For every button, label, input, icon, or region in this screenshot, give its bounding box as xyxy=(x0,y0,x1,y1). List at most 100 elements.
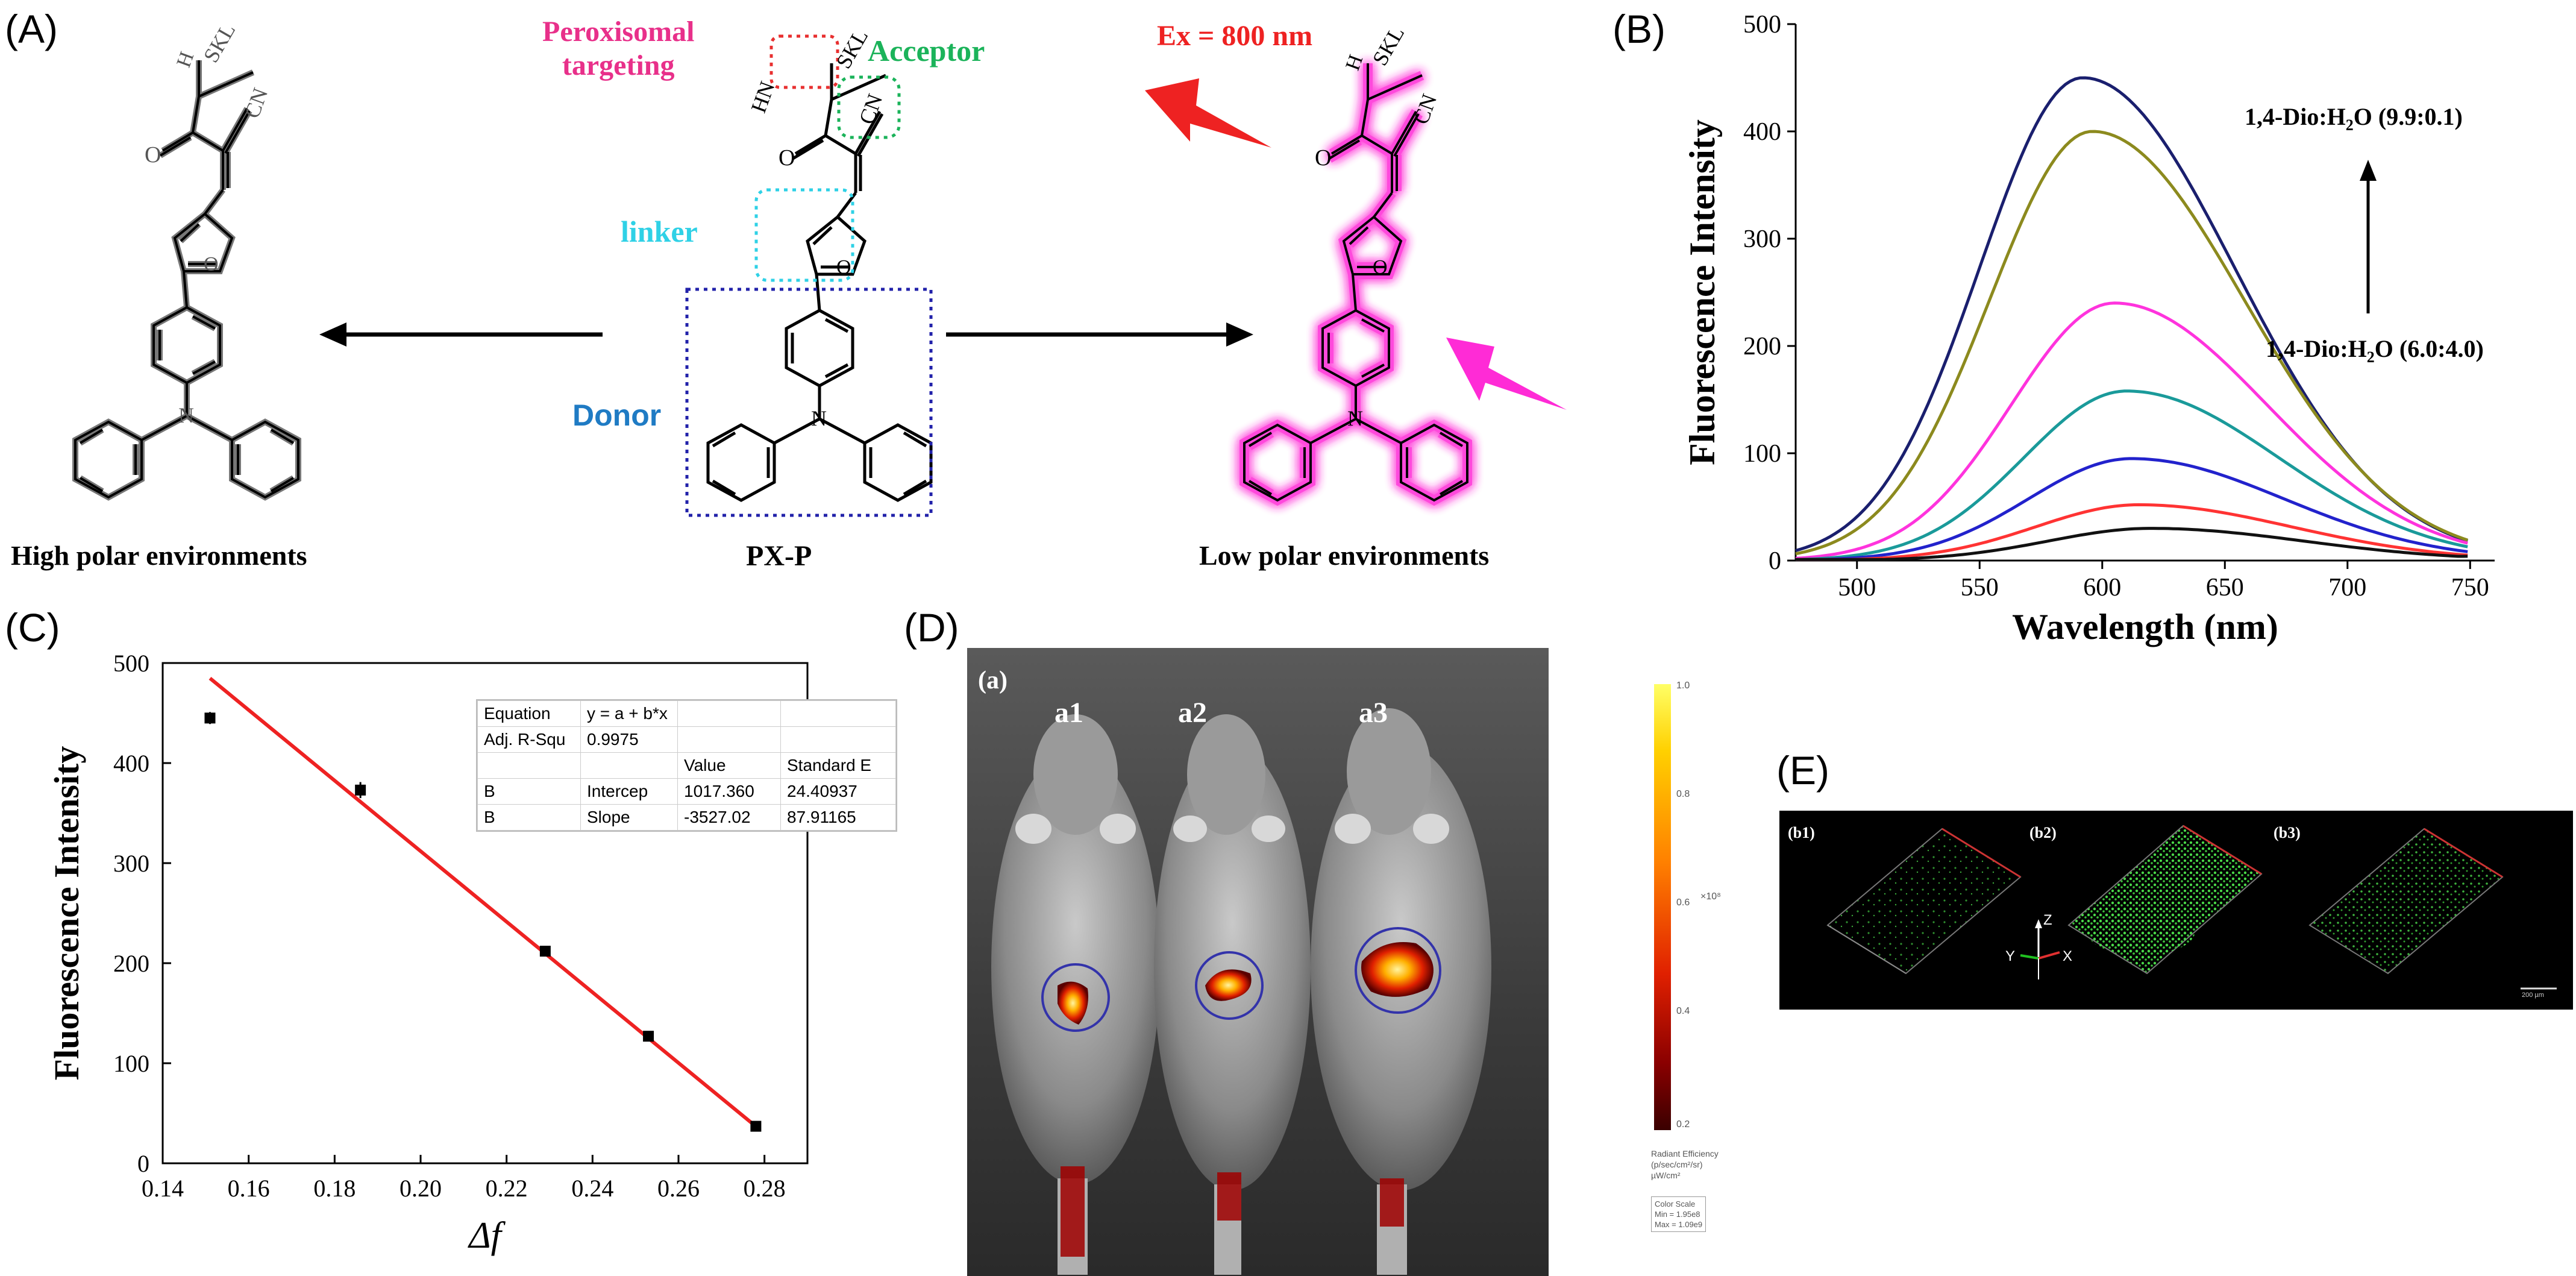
confocal-b3 xyxy=(2308,828,2557,990)
y-axis-label: Fluorescence Intensity xyxy=(1682,119,1722,465)
chart-c-linear-fit: 0.14 0.16 0.18 0.20 0.22 0.24 0.26 0.28 0 100 200 3… xyxy=(47,650,809,1256)
acceptor-box xyxy=(837,75,901,139)
mice-drawing xyxy=(991,708,1491,1275)
fit-table-cell: 1017.360 xyxy=(677,778,781,805)
y-tick-label: 0 xyxy=(137,1150,149,1177)
fit-table-cell: B xyxy=(477,804,581,831)
annotation-top: 1,4-Dio:H2O (9.9:0.1) xyxy=(2245,103,2463,134)
mouse-label-a3: a3 xyxy=(1359,697,1388,729)
y-tick-label: 0 xyxy=(1769,547,1781,575)
linker-label: linker xyxy=(621,215,698,248)
fit-table-cell: B xyxy=(477,778,581,805)
center-n-label: N xyxy=(811,406,827,430)
fit-table-cell: 0.9975 xyxy=(580,726,678,753)
y-tick-label: 400 xyxy=(1743,118,1781,146)
fit-table-cell xyxy=(477,752,581,779)
mouse-label-a1: a1 xyxy=(1055,697,1083,729)
donor-box xyxy=(685,288,933,517)
fit-table: Equation y = a + b*x Adj. R-Squ 0.9975 Value… xyxy=(476,699,897,832)
lightning-magenta-icon xyxy=(1446,338,1567,410)
y-tick-label: 400 xyxy=(113,750,149,777)
right-o-label: O xyxy=(1315,145,1332,171)
x-axis-label: Wavelength (nm) xyxy=(2012,607,2278,647)
high-polar-caption: High polar environments xyxy=(11,540,307,571)
series-line-6 xyxy=(1796,503,2468,561)
data-point xyxy=(539,946,551,957)
fit-table-cell: Value xyxy=(677,752,781,779)
fit-table-row: B Intercep 1017.360 24.40937 xyxy=(477,778,896,805)
colorbar xyxy=(1654,684,1671,1130)
fit-table-cell: Adj. R-Squ xyxy=(477,726,581,753)
fit-table-cell: -3527.02 xyxy=(677,804,781,831)
excitation-label: Ex = 800 nm xyxy=(1157,20,1313,52)
data-point xyxy=(643,1031,654,1042)
left-n-label: N xyxy=(178,403,194,427)
xyz-axes-icon xyxy=(2020,919,2060,979)
confocal-image: (b1) (b2) (b3) Z Y X 200 µm xyxy=(1779,811,2573,1010)
y-tick-label: 100 xyxy=(113,1050,149,1077)
x-tick-label: 700 xyxy=(2328,574,2366,602)
x-tick-label: 550 xyxy=(1961,574,1999,602)
linker-box xyxy=(754,188,854,282)
x-tick-label: 0.16 xyxy=(228,1175,270,1202)
confocal-drawing xyxy=(1826,825,2557,990)
right-n-label: N xyxy=(1347,406,1363,430)
series-line-5 xyxy=(1796,457,2468,561)
fit-table-cell: Standard E xyxy=(780,752,896,779)
x-tick-label: 0.24 xyxy=(571,1175,613,1202)
plot-frame xyxy=(161,662,809,1164)
axis-x-label: X xyxy=(2063,948,2073,964)
confocal-b2 xyxy=(2067,825,2263,975)
mouse-a2 xyxy=(1154,714,1311,1275)
sub-label-a: (a) xyxy=(978,667,1008,694)
y-tick-label: 300 xyxy=(1743,225,1781,253)
mouse-a1 xyxy=(991,714,1160,1275)
x-tick-label: 0.26 xyxy=(657,1175,700,1202)
arrow-up xyxy=(2360,160,2377,313)
fit-table-row: Adj. R-Squ 0.9975 xyxy=(477,726,896,753)
y-tick-label: 500 xyxy=(1743,11,1781,39)
x-tick-label: 0.18 xyxy=(313,1175,356,1202)
chart-b-spectra: 500 550 600 650 700 750 0 100 200 300 400 500 Wavele… xyxy=(1682,11,2495,647)
fit-table-cell: y = a + b*x xyxy=(580,700,678,727)
x-tick-label: 0.14 xyxy=(142,1175,184,1202)
panel-label-b: (B) xyxy=(1612,7,1666,51)
y-tick-label: 200 xyxy=(113,950,149,977)
left-furan-o-label: O xyxy=(204,253,219,275)
peroxisomal-label: Peroxisomal targeting xyxy=(542,16,695,81)
data-point xyxy=(204,712,216,724)
panel-a-schemes xyxy=(0,34,1567,517)
x-tick-label: 650 xyxy=(2206,574,2244,602)
series-line-2 xyxy=(1795,130,2469,556)
y-axis-label: Fluorescence Intensity xyxy=(47,746,86,1081)
left-o-label: O xyxy=(145,142,161,168)
fit-table-cell: Intercep xyxy=(580,778,678,805)
in-vivo-image: (a) a1 a2 a3 xyxy=(967,648,1549,1276)
left-molecule xyxy=(75,60,298,497)
fit-table-cell: Equation xyxy=(477,700,581,727)
px-p-caption: PX-P xyxy=(746,540,812,572)
fit-table-row: B Slope -3527.02 87.91165 xyxy=(477,804,896,831)
x-tick-label: 0.20 xyxy=(400,1175,442,1202)
panel-label-a: (A) xyxy=(5,7,58,51)
x-axis-label: Δf xyxy=(467,1215,506,1256)
data-point xyxy=(355,784,366,796)
mouse-a3 xyxy=(1311,708,1491,1275)
acceptor-label: Acceptor xyxy=(868,34,985,68)
colorbar-title: Radiant Efficiency (p/sec/cm²/sr) µW/cm² xyxy=(1651,1149,1719,1180)
sub-label-b1: (b1) xyxy=(1788,824,1815,841)
fit-table-cell: 87.91165 xyxy=(780,804,896,831)
x-tick-label: 600 xyxy=(2083,574,2121,602)
axis-y-label: Y xyxy=(2005,948,2016,964)
fit-table-cell xyxy=(580,752,678,779)
series-line-4 xyxy=(1795,389,2468,561)
x-tick-label: 750 xyxy=(2451,574,2489,602)
y-tick-label: 100 xyxy=(1743,440,1781,468)
sub-label-b3: (b3) xyxy=(2274,824,2301,841)
x-tick-label: 500 xyxy=(1838,574,1876,602)
data-point xyxy=(750,1120,762,1132)
x-tick-label: 0.28 xyxy=(744,1175,786,1202)
fit-table-cell: Slope xyxy=(580,804,678,831)
color-scale-box: Color Scale Min = 1.95e8 Max = 1.09e9 xyxy=(1651,1196,1706,1232)
panel-label-e: (E) xyxy=(1776,748,1829,793)
